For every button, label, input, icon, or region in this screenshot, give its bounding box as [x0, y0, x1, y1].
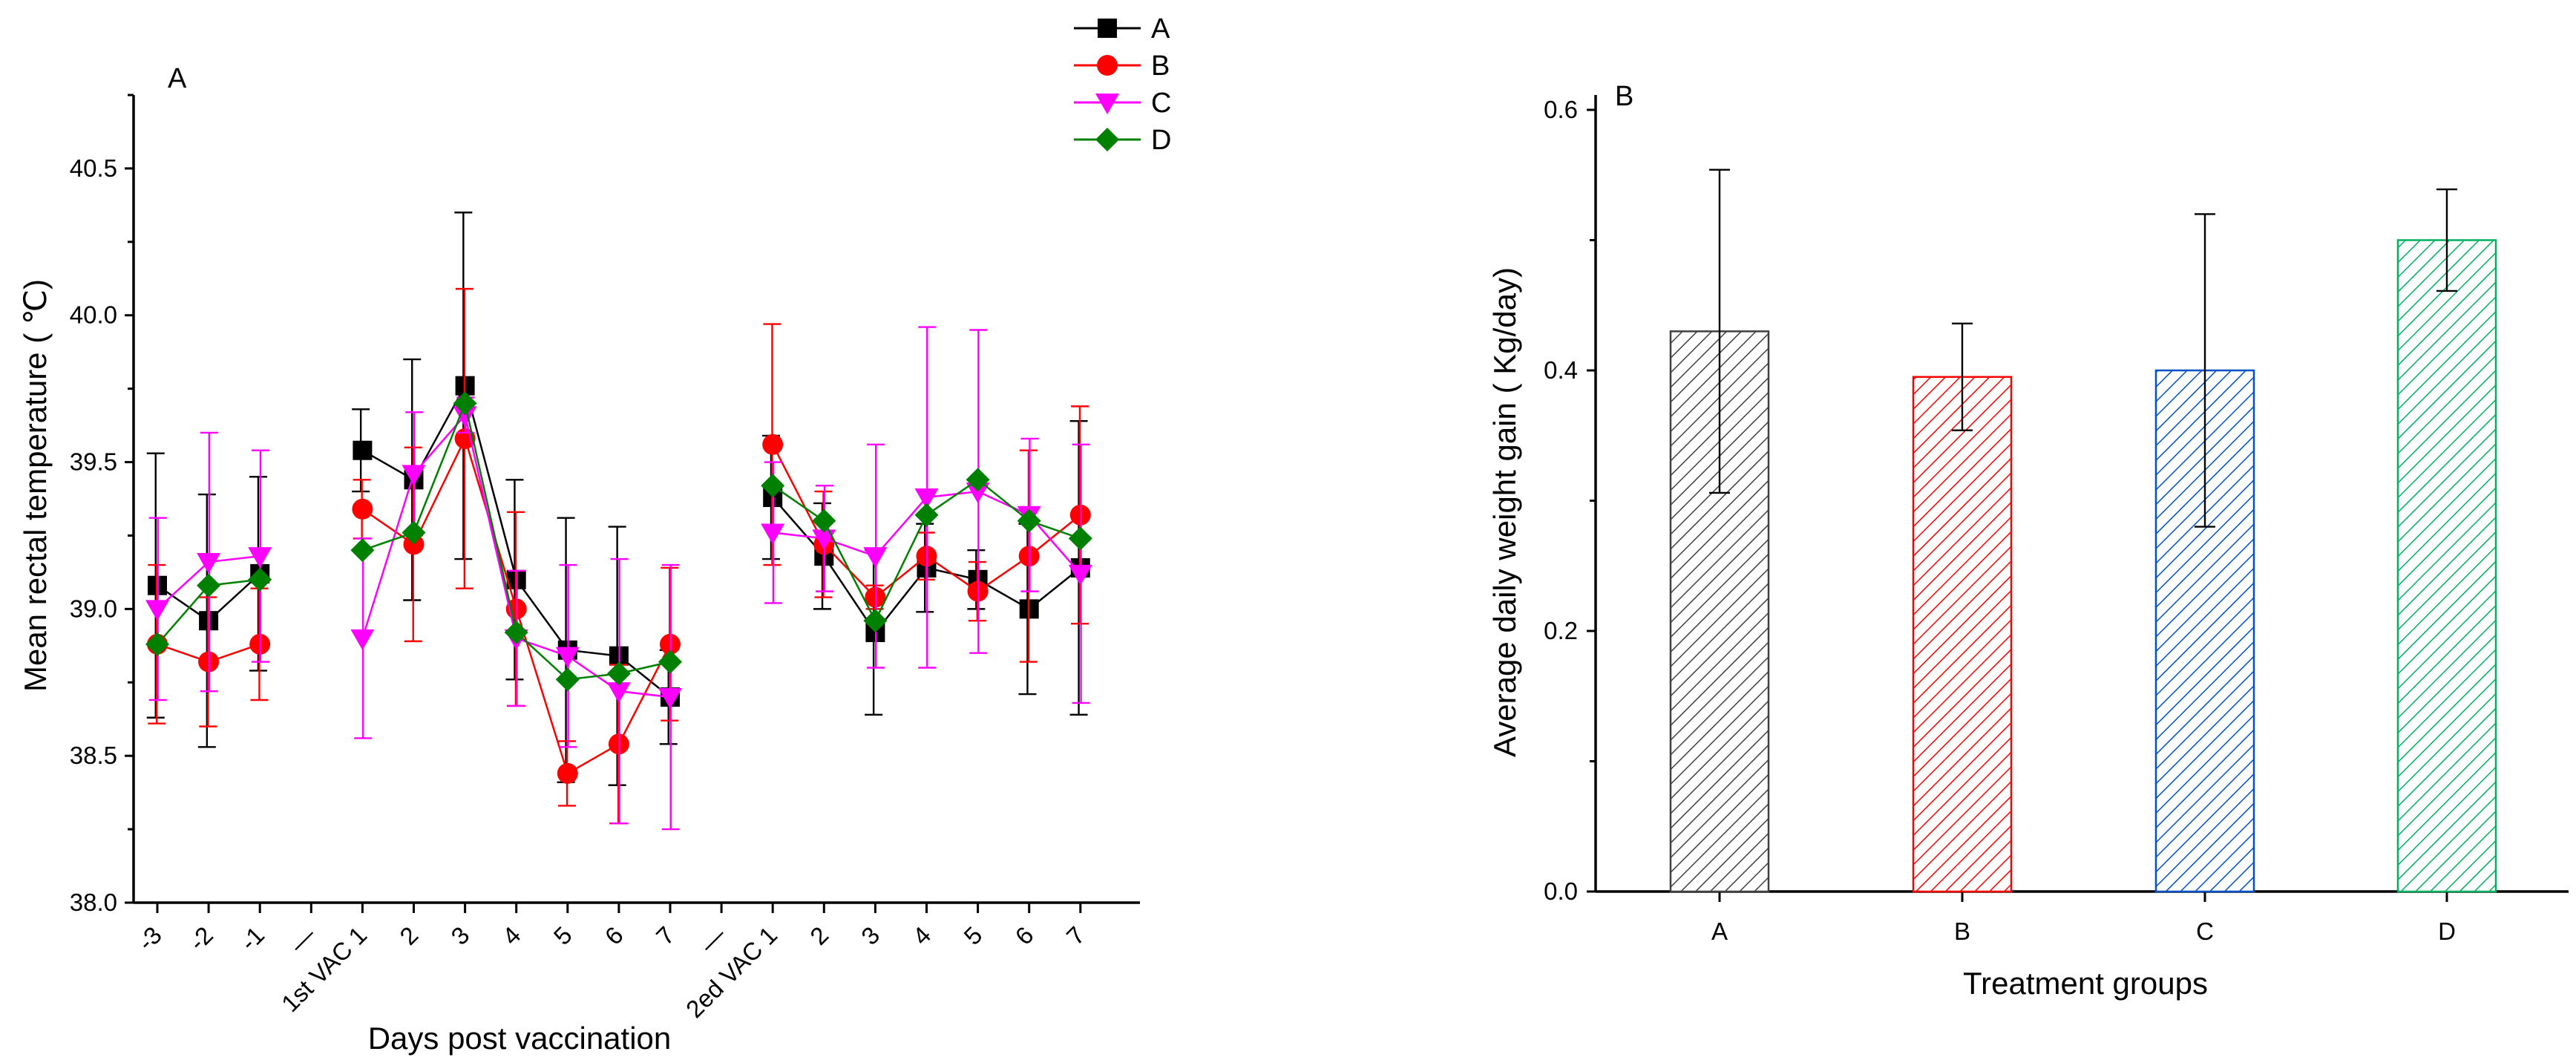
data-point-c: [248, 547, 272, 569]
panel-a-x-tick-label: 2: [804, 921, 833, 950]
panel-a-y-tick-label: 39.0: [70, 595, 117, 622]
data-point-d: [504, 621, 528, 645]
legend-marker-d: [1095, 128, 1119, 151]
data-point-d: [914, 503, 939, 527]
panel-a-x-tick-label: 5: [958, 921, 987, 950]
panel-a-x-tick-label: 6: [1010, 921, 1039, 950]
panel-a-y-tick-label: 40.5: [70, 154, 117, 182]
panel-a-y-tick-label: 38.0: [70, 889, 117, 916]
data-point-d: [658, 650, 682, 674]
panel-a-x-tick-label: -1: [235, 921, 269, 956]
data-point-a: [353, 440, 373, 460]
panel-a-x-tick-label: 6: [600, 921, 629, 950]
data-point-d: [453, 391, 477, 416]
data-point-d: [197, 573, 221, 598]
panel-a-x-tick-label: 5: [548, 921, 577, 950]
data-point-c: [658, 688, 682, 710]
panel-b-y-tick-label: 0.4: [1544, 356, 1578, 384]
panel-a-x-tick-label: -2: [183, 921, 218, 956]
panel-a-x-tick-label: 4: [907, 921, 936, 950]
data-point-b: [557, 762, 578, 784]
data-point-b: [762, 434, 784, 455]
data-point-c: [402, 465, 426, 486]
legend-label-c: C: [1151, 88, 1171, 119]
panel-a-x-axis-title: Days post vaccination: [368, 1021, 672, 1056]
data-point-c: [966, 483, 990, 504]
panel-a-x-tick-label: 7: [1061, 921, 1090, 950]
data-point-d: [1068, 526, 1092, 551]
panel-a-x-tick-label: —: [284, 921, 321, 958]
panel-a-x-tick-label: 3: [445, 921, 474, 950]
panel-b-label: B: [1615, 81, 1633, 112]
panel-b-y-axis-title: Average daily weight gain ( Kg/day): [1487, 267, 1522, 757]
data-point-d: [761, 474, 785, 498]
panel-b-x-tick-label: B: [1954, 918, 1970, 945]
series-d: [145, 391, 1092, 692]
data-point-d: [402, 520, 426, 545]
legend-marker-c: [1095, 94, 1119, 114]
data-point-c: [863, 547, 888, 569]
legend-marker-b: [1097, 55, 1118, 76]
panel-a-y-tick-label: 40.0: [70, 301, 117, 329]
panel-b-x-tick-label: A: [1711, 918, 1728, 945]
data-point-c: [1068, 564, 1092, 586]
data-point-d: [1017, 508, 1041, 533]
panel-a-x-tick-label: —: [695, 921, 731, 958]
data-point-d: [145, 632, 169, 656]
panel-a-x-tick-label: 4: [497, 921, 526, 950]
panel-b-x-tick-label: C: [2196, 918, 2214, 945]
panel-a-y-axis-title: Mean rectal temperature ( ℃): [18, 279, 53, 692]
legend-marker-a: [1098, 19, 1117, 38]
data-point-c: [812, 529, 836, 551]
data-point-d: [555, 667, 580, 692]
data-point-c: [350, 629, 375, 650]
data-point-d: [863, 609, 888, 633]
data-point-c: [914, 488, 939, 510]
panel-b-x-axis-title: Treatment groups: [1963, 966, 2208, 1001]
panel-a-y-tick-label: 38.5: [70, 742, 117, 769]
panel-b-weight-gain-chart: 0.0 0.2 0.4 0.6 A B C D B Treatment groups Ave…: [1487, 81, 2569, 1001]
panel-a-x-tick-label: -3: [132, 921, 167, 956]
data-point-c: [555, 647, 580, 668]
bar-b: [1912, 376, 2013, 893]
series-c: [145, 326, 1092, 831]
panel-a-x-tick-label: 3: [856, 921, 885, 950]
panel-a-x-tick-label: 7: [651, 921, 680, 950]
data-point-d: [812, 508, 836, 533]
data-point-b: [352, 498, 373, 520]
bar-d: [2396, 239, 2497, 893]
legend-label-d: D: [1151, 125, 1171, 156]
data-point-c: [145, 600, 169, 621]
data-point-d: [966, 468, 990, 492]
legend-label-b: B: [1151, 50, 1170, 82]
data-point-c: [761, 523, 785, 545]
panel-a-x-tick-label: 2: [394, 921, 423, 950]
panel-a-temperature-chart: 38.038.539.039.540.040.5 -3 -2 -1 —1st VAC …: [18, 13, 1171, 1056]
data-point-d: [248, 567, 272, 592]
data-point-d: [606, 661, 631, 686]
panel-b-y-tick-label: 0.0: [1544, 877, 1578, 905]
data-point-c: [453, 406, 477, 428]
panel-a-y-tick-label: 39.5: [70, 448, 117, 476]
data-point-c: [606, 682, 631, 704]
panel-b-x-tick-label: D: [2438, 918, 2456, 945]
data-point-c: [197, 553, 221, 575]
panel-b-y-tick-label: 0.2: [1544, 617, 1578, 644]
panel-b-y-tick-label: 0.6: [1544, 96, 1578, 123]
data-point-d: [350, 538, 375, 563]
panel-a-label: A: [168, 63, 187, 94]
legend-label-a: A: [1151, 13, 1170, 45]
